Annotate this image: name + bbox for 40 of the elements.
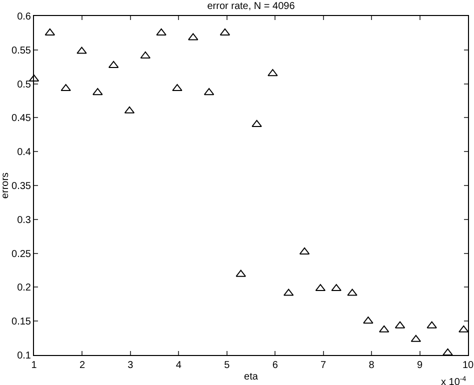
point xyxy=(156,28,166,36)
x-tick-label: 4 xyxy=(176,360,182,371)
point xyxy=(363,316,374,324)
x-tick-label: 10 xyxy=(462,360,474,371)
x-tick-label: 5 xyxy=(224,360,230,371)
x-tick-label: 9 xyxy=(417,360,423,371)
y-tick-label: 0.35 xyxy=(12,181,32,192)
y-tick-label: 0.15 xyxy=(12,316,32,328)
chart-title: error rate, N = 4096 xyxy=(207,0,296,12)
y-tick-label: 0.1 xyxy=(17,350,32,362)
point xyxy=(426,321,437,328)
y-tick-label: 0.3 xyxy=(17,214,32,226)
point xyxy=(76,46,87,54)
point xyxy=(331,284,342,292)
y-axis-title: errors xyxy=(0,172,11,199)
y-tick-label: 0.55 xyxy=(12,45,32,56)
point xyxy=(60,84,71,92)
y-tick-label: 0.45 xyxy=(12,113,32,124)
point xyxy=(172,84,182,92)
y-tick-label: 0.5 xyxy=(17,79,32,90)
point xyxy=(442,348,453,356)
y-tick-label: 0.4 xyxy=(17,147,32,158)
point xyxy=(268,69,278,76)
x-tick-label: 7 xyxy=(320,360,327,371)
x-tick-label: 6 xyxy=(272,360,278,371)
point xyxy=(92,88,103,96)
point xyxy=(458,325,469,332)
x-tick-label: 1 xyxy=(31,360,38,371)
point xyxy=(252,120,262,127)
y-tick-label: 0.6 xyxy=(17,12,32,22)
x-tick-label: 2 xyxy=(79,360,86,371)
y-tick-label: 0.25 xyxy=(12,248,32,260)
point xyxy=(347,288,358,296)
point xyxy=(188,33,198,40)
point xyxy=(236,270,246,277)
x-tick-label: 3 xyxy=(128,360,134,371)
text: x 10$^{-4}$ xyxy=(441,376,466,385)
x-axis-title: eta xyxy=(244,372,258,382)
y-tick-label: 0.2 xyxy=(17,282,32,294)
x-tick-label: 8 xyxy=(368,360,375,371)
